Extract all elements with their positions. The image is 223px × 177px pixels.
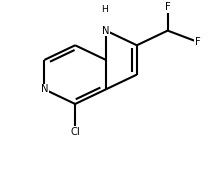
Text: N: N	[41, 84, 48, 94]
Text: Cl: Cl	[70, 127, 80, 137]
Text: N: N	[102, 26, 110, 36]
Text: F: F	[194, 37, 200, 47]
Text: F: F	[165, 2, 171, 12]
Text: H: H	[101, 5, 108, 14]
